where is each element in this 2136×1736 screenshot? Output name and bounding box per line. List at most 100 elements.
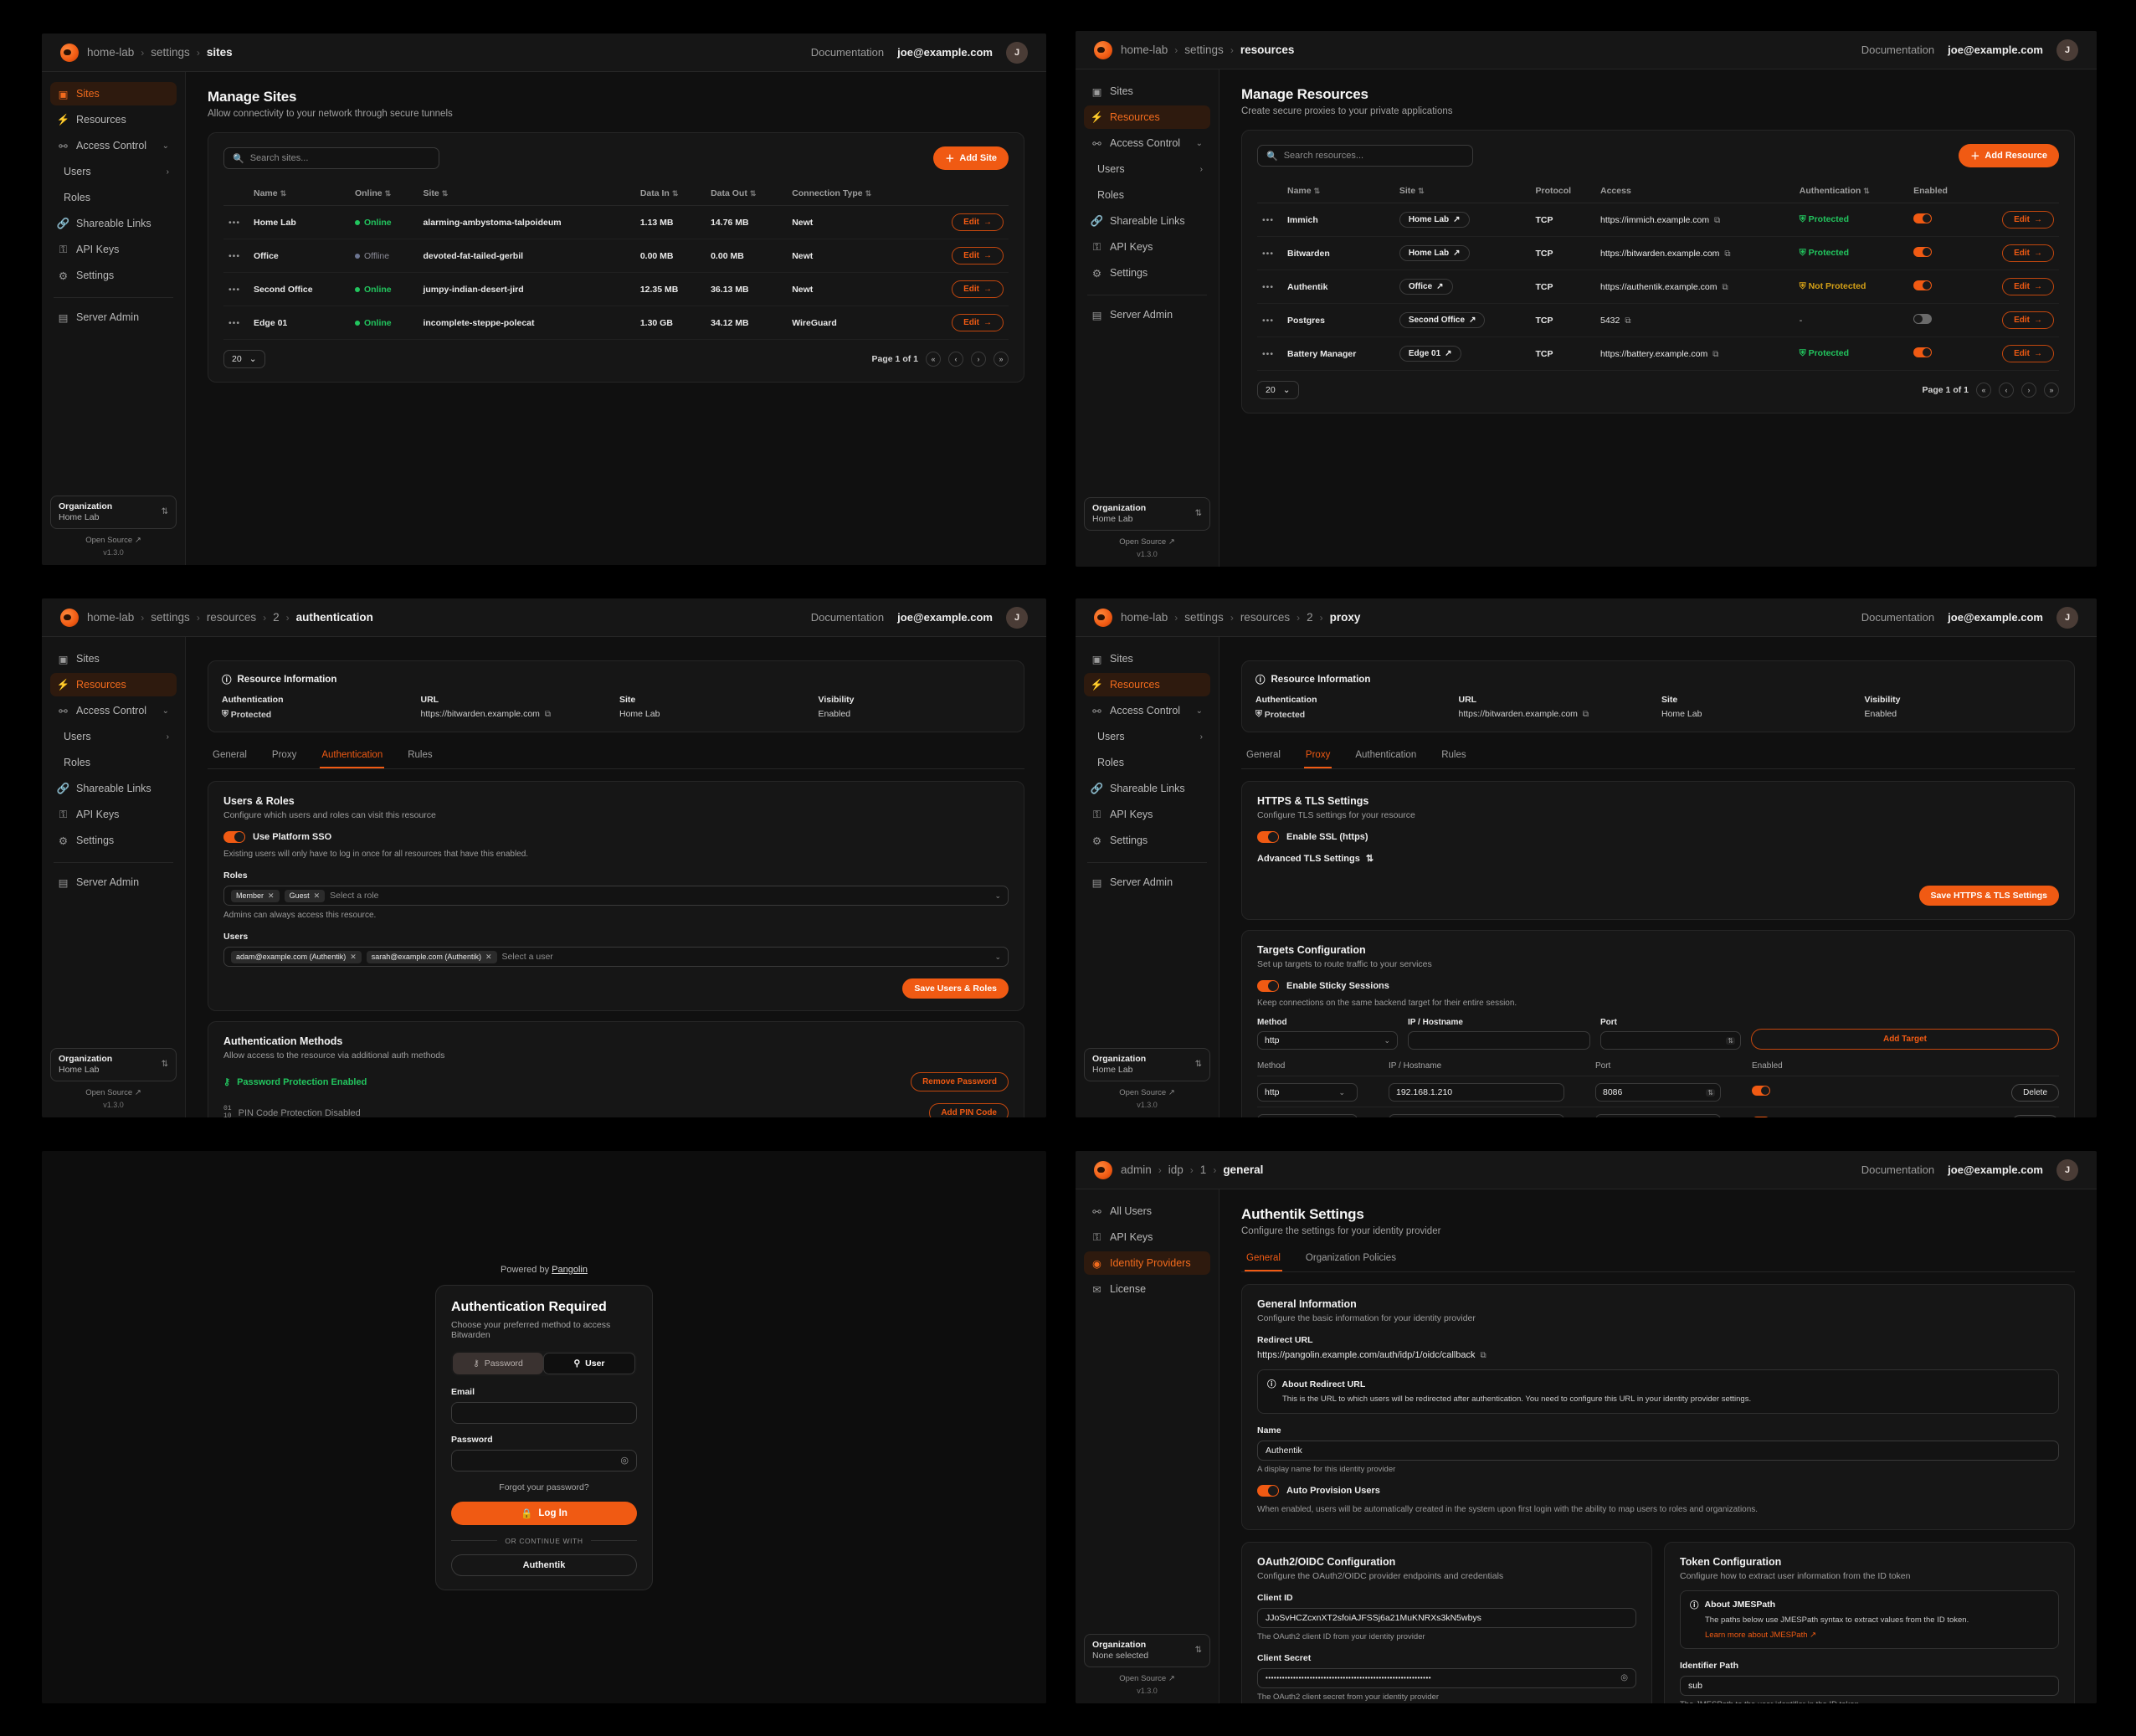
delete-target-button[interactable]: Delete xyxy=(2011,1083,2059,1102)
row-menu-button[interactable]: ••• xyxy=(223,239,249,273)
documentation-link[interactable]: Documentation xyxy=(1861,611,1935,624)
password-field[interactable]: ◎ xyxy=(451,1449,637,1471)
breadcrumb-item[interactable]: home-lab xyxy=(87,611,135,624)
enabled-toggle[interactable] xyxy=(1913,213,1933,223)
row-menu-button[interactable]: ••• xyxy=(1257,270,1282,304)
open-source-link[interactable]: Open Source ↗ xyxy=(85,1088,141,1097)
page-size-select[interactable]: 20 ⌄ xyxy=(1257,381,1299,399)
breadcrumb-item[interactable]: resources xyxy=(1240,611,1291,624)
name-input[interactable]: Authentik xyxy=(1257,1440,2059,1461)
table-row[interactable]: ••• Postgres Second Office ↗ TCP 5432 ⧉ - … xyxy=(1257,303,2059,337)
edit-button[interactable]: Edit → xyxy=(952,247,1004,265)
sidebar-item-access-control[interactable]: ⚯ Access Control ⌄ xyxy=(50,699,177,722)
sidebar-item-roles[interactable]: Roles xyxy=(50,186,177,209)
breadcrumb-item[interactable]: home-lab xyxy=(1121,44,1168,56)
target-method-select[interactable]: http⌄ xyxy=(1257,1114,1358,1117)
breadcrumb-item[interactable]: 2 xyxy=(273,611,280,624)
user-email[interactable]: joe@example.com xyxy=(1948,1163,2043,1176)
tab-authentication[interactable]: Authentication xyxy=(320,744,385,768)
search-input[interactable]: 🔍 Search sites... xyxy=(223,147,439,169)
row-menu-button[interactable]: ••• xyxy=(1257,336,1282,371)
col-connection-type[interactable]: Connection Type ⇅ xyxy=(787,182,918,206)
tab-rules[interactable]: Rules xyxy=(408,750,433,760)
edit-button[interactable]: Edit → xyxy=(952,213,1004,231)
avatar[interactable]: J xyxy=(1006,606,1028,629)
documentation-link[interactable]: Documentation xyxy=(1861,1163,1935,1176)
org-switcher[interactable]: Organization Home Lab ⇅ xyxy=(50,1047,177,1081)
breadcrumb-item[interactable]: home-lab xyxy=(1121,611,1168,624)
sidebar-item-sites[interactable]: ▣ Sites xyxy=(1084,80,1210,103)
sidebar-item-settings[interactable]: ⚙ Settings xyxy=(50,264,177,287)
tab-proxy[interactable]: Proxy xyxy=(271,750,297,760)
sidebar-item-api-keys[interactable]: ⚿ API Keys xyxy=(1084,803,1210,826)
sidebar-item-settings[interactable]: ⚙ Settings xyxy=(1084,829,1210,852)
sidebar-item-sites[interactable]: ▣ Sites xyxy=(1084,647,1210,670)
remove-icon[interactable]: ✕ xyxy=(485,952,492,961)
open-source-link[interactable]: Open Source ↗ xyxy=(1119,1674,1175,1683)
table-row[interactable]: ••• Immich Home Lab ↗ TCP https://immich.… xyxy=(1257,203,2059,237)
add-pin-code-button[interactable]: Add PIN Code xyxy=(929,1103,1009,1117)
copy-icon[interactable]: ⧉ xyxy=(1724,249,1731,259)
copy-icon[interactable]: ⧉ xyxy=(1582,709,1589,719)
sidebar-item-access-control[interactable]: ⚯ Access Control ⌄ xyxy=(1084,699,1210,722)
user-email[interactable]: joe@example.com xyxy=(1948,44,2043,56)
sidebar-item-resources[interactable]: ⚡ Resources xyxy=(50,108,177,131)
table-row[interactable]: ••• Battery Manager Edge 01 ↗ TCP https:/… xyxy=(1257,336,2059,371)
tab-general[interactable]: General xyxy=(213,750,247,760)
sidebar-item-api-keys[interactable]: ⚿ API Keys xyxy=(50,238,177,261)
col-authentication[interactable]: Authentication ⇅ xyxy=(1794,179,1909,203)
table-row[interactable]: ••• Home Lab Online alarming-ambystoma-t… xyxy=(223,205,1009,239)
jmespath-learn-more-link[interactable]: Learn more about JMESPath xyxy=(1705,1630,1808,1640)
sidebar-item-settings[interactable]: ⚙ Settings xyxy=(1084,261,1210,285)
avatar[interactable]: J xyxy=(2056,39,2078,61)
avatar[interactable]: J xyxy=(1006,41,1028,64)
enabled-toggle[interactable] xyxy=(1913,247,1933,257)
user-email[interactable]: joe@example.com xyxy=(1948,611,2043,624)
sidebar-item-server-admin[interactable]: ▤ Server Admin xyxy=(1084,303,1210,326)
open-source-link[interactable]: Open Source ↗ xyxy=(85,536,141,545)
log-in-button[interactable]: 🔒 Log In xyxy=(451,1501,637,1525)
client-secret-input[interactable]: ••••••••••••••••••••••••••••••••••••••••… xyxy=(1257,1667,1636,1688)
breadcrumb-item[interactable]: 1 xyxy=(1199,1163,1207,1176)
target-method-select[interactable]: http⌄ xyxy=(1257,1083,1358,1102)
users-multiselect[interactable]: adam@example.com (Authentik) ✕ sarah@exam… xyxy=(223,947,1009,967)
save-tls-settings-button[interactable]: Save HTTPS & TLS Settings xyxy=(1918,886,2059,906)
sidebar-item-shareable-links[interactable]: 🔗 Shareable Links xyxy=(1084,777,1210,800)
sidebar-item-users[interactable]: Users › xyxy=(1084,725,1210,748)
site-chip[interactable]: Office ↗ xyxy=(1399,279,1453,295)
copy-icon[interactable]: ⧉ xyxy=(1480,1350,1486,1360)
sidebar-item-shareable-links[interactable]: 🔗 Shareable Links xyxy=(50,212,177,235)
sidebar-item-server-admin[interactable]: ▤ Server Admin xyxy=(50,871,177,894)
target-port-input[interactable]: 8086⇅ xyxy=(1595,1114,1721,1117)
breadcrumb-item[interactable]: settings xyxy=(151,46,190,59)
sidebar-item-shareable-links[interactable]: 🔗 Shareable Links xyxy=(50,777,177,800)
sidebar-item-roles[interactable]: Roles xyxy=(1084,183,1210,207)
sidebar-item-server-admin[interactable]: ▤ Server Admin xyxy=(1084,871,1210,894)
org-switcher[interactable]: Organization Home Lab ⇅ xyxy=(1084,1047,1210,1081)
sidebar-item-users[interactable]: Users › xyxy=(50,725,177,748)
breadcrumb-item[interactable]: home-lab xyxy=(87,46,135,59)
documentation-link[interactable]: Documentation xyxy=(1861,44,1935,56)
eye-icon[interactable]: ◎ xyxy=(1620,1673,1628,1683)
row-menu-button[interactable]: ••• xyxy=(1257,236,1282,270)
sidebar-item-license[interactable]: ✉ License xyxy=(1084,1277,1210,1301)
table-row[interactable]: ••• Edge 01 Online incomplete-steppe-pol… xyxy=(223,306,1009,340)
sidebar-item-roles[interactable]: Roles xyxy=(50,751,177,774)
edit-button[interactable]: Edit → xyxy=(2002,311,2054,329)
sidebar-item-shareable-links[interactable]: 🔗 Shareable Links xyxy=(1084,209,1210,233)
tab-password[interactable]: ⚷ Password xyxy=(453,1352,543,1374)
user-email[interactable]: joe@example.com xyxy=(897,611,993,624)
new-ip-input[interactable] xyxy=(1408,1031,1590,1050)
breadcrumb-item[interactable]: settings xyxy=(151,611,190,624)
edit-button[interactable]: Edit → xyxy=(952,314,1004,331)
last-page-button[interactable]: » xyxy=(2044,383,2059,398)
new-port-input[interactable]: ⇅ xyxy=(1600,1031,1741,1050)
advanced-tls-settings-toggle[interactable]: Advanced TLS Settings ⇅ xyxy=(1257,853,1374,865)
copy-icon[interactable]: ⧉ xyxy=(1722,282,1728,292)
tab-authentication[interactable]: Authentication xyxy=(1355,750,1417,760)
site-chip[interactable]: Home Lab ↗ xyxy=(1399,245,1470,261)
documentation-link[interactable]: Documentation xyxy=(810,46,885,59)
sidebar-item-identity-providers[interactable]: ◉ Identity Providers xyxy=(1084,1251,1210,1275)
open-source-link[interactable]: Open Source ↗ xyxy=(1119,537,1175,547)
site-chip[interactable]: Edge 01 ↗ xyxy=(1399,346,1461,362)
